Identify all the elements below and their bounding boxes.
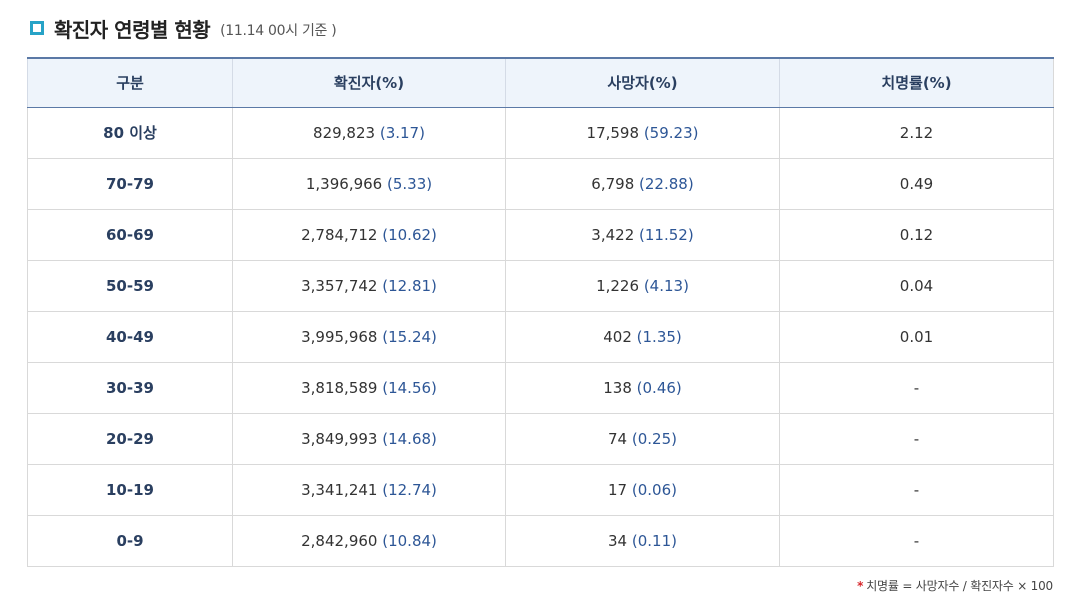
deaths-count: 1,226 — [596, 276, 640, 295]
fatality-rate-cell: 2.12 — [779, 107, 1054, 159]
fatality-rate-cell: - — [779, 362, 1054, 414]
age-group-cell: 0-9 — [27, 515, 233, 567]
deaths-percent: (11.52) — [639, 225, 694, 244]
table-row: 80 이상 829,823 (3.17) 17,598 (59.23) 2.12 — [27, 107, 1054, 159]
fatality-rate-cell: 0.04 — [779, 260, 1054, 312]
deaths-count: 3,422 — [591, 225, 635, 244]
deaths-percent: (1.35) — [636, 327, 682, 346]
table-header-row: 구분 확진자(%) 사망자(%) 치명률(%) — [27, 57, 1054, 108]
confirmed-cell: 3,818,589 (14.56) — [232, 362, 506, 414]
table-row: 20-29 3,849,993 (14.68) 74 (0.25) - — [27, 413, 1054, 465]
deaths-percent: (0.25) — [631, 429, 677, 448]
section-title: 확진자 연령별 현황 — [54, 17, 211, 42]
age-group-cell: 80 이상 — [27, 107, 233, 159]
deaths-count: 6,798 — [591, 174, 635, 193]
deaths-count: 34 — [608, 531, 628, 550]
confirmed-cell: 1,396,966 (5.33) — [232, 158, 506, 210]
confirmed-cell: 3,357,742 (12.81) — [232, 260, 506, 312]
confirmed-count: 3,818,589 — [301, 378, 378, 397]
column-header-confirmed: 확진자(%) — [232, 57, 506, 108]
section-subtitle: (11.14 00시 기준 ) — [220, 22, 337, 39]
column-header-fatality: 치명률(%) — [779, 57, 1054, 108]
confirmed-count: 829,823 — [313, 123, 376, 142]
deaths-cell: 34 (0.11) — [505, 515, 780, 567]
section-header: 확진자 연령별 현황 (11.14 00시 기준 ) — [30, 14, 337, 42]
square-bullet-icon — [30, 21, 44, 35]
deaths-percent: (59.23) — [643, 123, 699, 142]
footnote: * 치명률 = 사망자수 / 확진자수 × 100 — [857, 577, 1053, 594]
confirmed-percent: (15.24) — [382, 327, 437, 346]
deaths-cell: 138 (0.46) — [505, 362, 780, 414]
age-group-cell: 20-29 — [27, 413, 233, 465]
confirmed-count: 3,849,993 — [301, 429, 378, 448]
age-group-cell: 50-59 — [27, 260, 233, 312]
table-row: 0-9 2,842,960 (10.84) 34 (0.11) - — [27, 515, 1054, 567]
age-stats-table: 구분 확진자(%) 사망자(%) 치명률(%) 80 이상 829,823 (3.… — [27, 57, 1054, 567]
deaths-percent: (0.46) — [636, 378, 682, 397]
confirmed-count: 3,995,968 — [301, 327, 378, 346]
confirmed-percent: (12.81) — [382, 276, 437, 295]
age-group-cell: 30-39 — [27, 362, 233, 414]
fatality-rate-cell: - — [779, 515, 1054, 567]
confirmed-cell: 2,784,712 (10.62) — [232, 209, 506, 261]
deaths-percent: (4.13) — [643, 276, 689, 295]
confirmed-percent: (10.84) — [382, 531, 437, 550]
column-header-deaths: 사망자(%) — [505, 57, 780, 108]
confirmed-percent: (14.68) — [382, 429, 437, 448]
confirmed-percent: (5.33) — [387, 174, 433, 193]
deaths-count: 74 — [608, 429, 628, 448]
confirmed-cell: 3,849,993 (14.68) — [232, 413, 506, 465]
deaths-cell: 3,422 (11.52) — [505, 209, 780, 261]
deaths-cell: 17 (0.06) — [505, 464, 780, 516]
confirmed-count: 2,842,960 — [301, 531, 378, 550]
deaths-cell: 6,798 (22.88) — [505, 158, 780, 210]
confirmed-cell: 3,341,241 (12.74) — [232, 464, 506, 516]
age-group-cell: 40-49 — [27, 311, 233, 363]
confirmed-count: 1,396,966 — [305, 174, 383, 193]
footnote-marker: * — [857, 579, 864, 593]
confirmed-cell: 3,995,968 (15.24) — [232, 311, 506, 363]
fatality-rate-cell: 0.01 — [779, 311, 1054, 363]
deaths-cell: 1,226 (4.13) — [505, 260, 780, 312]
column-header-category: 구분 — [27, 57, 233, 108]
confirmed-percent: (3.17) — [379, 123, 425, 142]
table-row: 50-59 3,357,742 (12.81) 1,226 (4.13) 0.04 — [27, 260, 1054, 312]
age-group-cell: 70-79 — [27, 158, 233, 210]
fatality-rate-cell: 0.12 — [779, 209, 1054, 261]
table-row: 70-79 1,396,966 (5.33) 6,798 (22.88) 0.49 — [27, 158, 1054, 210]
deaths-percent: (0.06) — [631, 480, 677, 499]
deaths-count: 138 — [603, 378, 632, 397]
fatality-rate-cell: - — [779, 464, 1054, 516]
age-group-cell: 60-69 — [27, 209, 233, 261]
confirmed-percent: (14.56) — [382, 378, 437, 397]
confirmed-percent: (10.62) — [382, 225, 437, 244]
table-row: 40-49 3,995,968 (15.24) 402 (1.35) 0.01 — [27, 311, 1054, 363]
fatality-rate-cell: 0.49 — [779, 158, 1054, 210]
confirmed-count: 2,784,712 — [301, 225, 378, 244]
deaths-percent: (22.88) — [639, 174, 694, 193]
deaths-count: 17,598 — [586, 123, 640, 142]
deaths-cell: 74 (0.25) — [505, 413, 780, 465]
confirmed-count: 3,357,742 — [301, 276, 378, 295]
confirmed-cell: 829,823 (3.17) — [232, 107, 506, 159]
footnote-text: 치명률 = 사망자수 / 확진자수 × 100 — [866, 579, 1053, 593]
confirmed-cell: 2,842,960 (10.84) — [232, 515, 506, 567]
table-row: 30-39 3,818,589 (14.56) 138 (0.46) - — [27, 362, 1054, 414]
deaths-percent: (0.11) — [631, 531, 677, 550]
table-row: 60-69 2,784,712 (10.62) 3,422 (11.52) 0.12 — [27, 209, 1054, 261]
deaths-count: 17 — [608, 480, 628, 499]
deaths-count: 402 — [603, 327, 632, 346]
deaths-cell: 17,598 (59.23) — [505, 107, 780, 159]
confirmed-percent: (12.74) — [382, 480, 437, 499]
table-row: 10-19 3,341,241 (12.74) 17 (0.06) - — [27, 464, 1054, 516]
fatality-rate-cell: - — [779, 413, 1054, 465]
age-group-cell: 10-19 — [27, 464, 233, 516]
deaths-cell: 402 (1.35) — [505, 311, 780, 363]
confirmed-count: 3,341,241 — [301, 480, 378, 499]
